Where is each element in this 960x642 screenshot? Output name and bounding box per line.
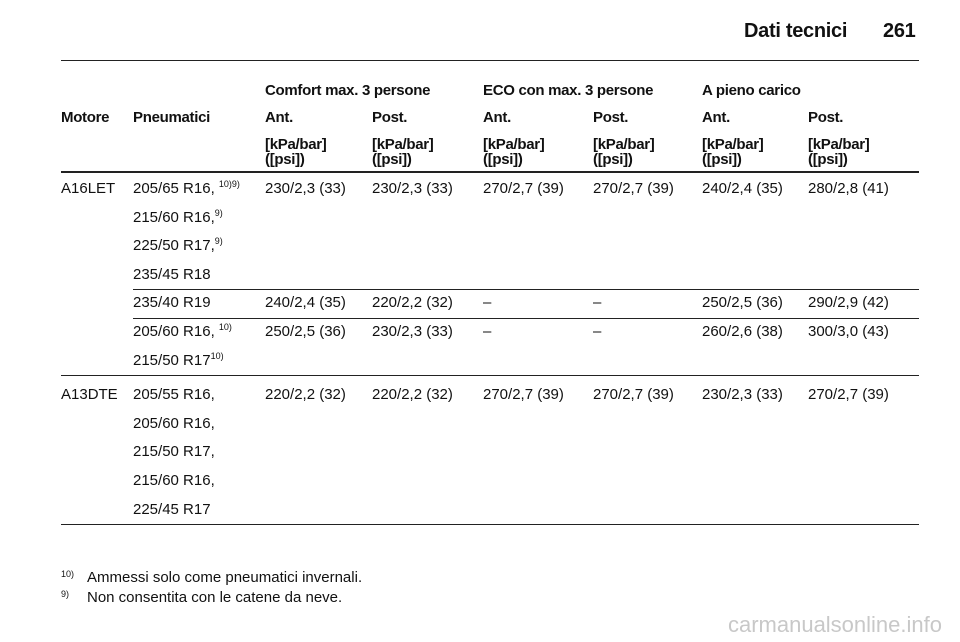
footnote-ref: 9) <box>214 236 223 247</box>
row-rule <box>61 375 919 377</box>
pressure-value: 230/2,3 (33) <box>372 180 453 197</box>
row-rule <box>61 524 919 526</box>
footnote-ref: 10) <box>218 322 232 332</box>
tire-size: 225/45 R17 <box>133 501 211 519</box>
footnote-text: Ammessi solo come pneumatici invernali. <box>87 569 363 586</box>
footnote-ref: 9) <box>214 207 223 218</box>
unit-label: ([psi]) <box>808 151 848 168</box>
engine: A16LET <box>61 180 116 197</box>
footnote-ref: 10) <box>210 350 224 361</box>
tire-text: 225/45 R17 <box>133 500 211 518</box>
unit-label: [kPa/bar] <box>372 136 434 153</box>
tire-size: 205/55 R16, <box>133 386 215 404</box>
unit-label: ([psi]) <box>593 151 633 168</box>
pressure-value: 240/2,4 (35) <box>265 294 346 312</box>
column-header: Ant. <box>702 109 730 126</box>
unit-label: ([psi]) <box>372 151 412 168</box>
pressure-value: 270/2,7 (39) <box>483 180 564 197</box>
tire-text: 235/45 R18 <box>133 265 211 283</box>
pressure-value: – <box>593 294 602 312</box>
unit-label: [kPa/bar] <box>265 136 327 153</box>
header-rule-thick <box>61 171 919 173</box>
column-header: Post. <box>808 109 844 126</box>
tire-size: 205/60 R16, 10) <box>133 323 232 341</box>
watermark: carmanualsonline.info <box>727 612 942 637</box>
footnote-text: Non consentita con le catene da neve. <box>87 589 343 606</box>
row-rule <box>133 289 919 291</box>
column-header: Motore <box>61 109 110 126</box>
pressure-value: 290/2,9 (42) <box>808 294 889 312</box>
pressure-value: 230/2,3 (33) <box>265 180 346 197</box>
tire-text: 215/60 R16, <box>133 472 215 489</box>
tire-text: 215/60 R16, <box>133 208 215 226</box>
pressure-value: 220/2,2 (32) <box>372 386 453 404</box>
group-header: ECO con max. 3 persone <box>483 82 654 99</box>
tire-size: 205/65 R16, 10)9) <box>133 180 240 198</box>
tire-size: 215/50 R1710) <box>133 350 224 370</box>
pressure-value: – <box>483 323 492 340</box>
column-header: Post. <box>372 109 408 126</box>
pressure-value: 270/2,7 (39) <box>808 386 889 404</box>
tire-size: 205/60 R16, <box>133 415 215 433</box>
column-header: Post. <box>593 109 629 126</box>
tire-size: 235/40 R19 <box>133 294 211 312</box>
unit-label: ([psi]) <box>702 151 742 168</box>
pressure-value: 220/2,2 (32) <box>265 386 346 404</box>
tire-text: 205/65 R16, <box>133 180 219 197</box>
pressure-value: 260/2,6 (38) <box>702 323 783 340</box>
pressure-value: 230/2,3 (33) <box>372 323 453 340</box>
engine: A13DTE <box>61 386 118 404</box>
unit-label: [kPa/bar] <box>702 136 764 153</box>
tire-size: 225/50 R17,9) <box>133 237 223 255</box>
unit-label: [kPa/bar] <box>808 136 870 153</box>
group-header: Comfort max. 3 persone <box>265 82 431 99</box>
column-header: Pneumatici <box>133 109 211 126</box>
pressure-value: – <box>483 294 492 312</box>
column-header: Ant. <box>265 109 293 126</box>
pressure-value: 240/2,4 (35) <box>702 180 783 197</box>
tire-size: 235/45 R18 <box>133 266 211 284</box>
tire-size: 215/60 R16,9) <box>133 207 223 227</box>
pressure-value: 270/2,7 (39) <box>593 180 674 197</box>
pressure-value: 250/2,5 (36) <box>702 294 783 312</box>
pressure-value: – <box>593 323 602 340</box>
pressure-value: 280/2,8 (41) <box>808 180 889 197</box>
row-rule <box>133 318 919 319</box>
column-header: Ant. <box>483 109 511 126</box>
footnote: 9) Non consentita con le catene da neve. <box>61 589 343 606</box>
group-header: A pieno carico <box>702 82 801 99</box>
header-rule <box>61 60 919 61</box>
footnote-ref: 10)9) <box>218 179 240 189</box>
tire-text: 205/55 R16, <box>133 386 215 404</box>
tire-size: 215/50 R17, <box>133 443 215 461</box>
page-number: 261 <box>883 20 916 42</box>
unit-label: ([psi]) <box>483 151 523 168</box>
tire-text: 235/40 R19 <box>133 294 211 312</box>
tire-text: 225/50 R17, <box>133 237 215 255</box>
tire-text: 215/50 R17, <box>133 443 215 461</box>
pressure-value: 270/2,7 (39) <box>483 386 564 404</box>
unit-label: [kPa/bar] <box>483 136 545 153</box>
page-title: Dati tecnici <box>744 20 848 42</box>
pressure-value: 230/2,3 (33) <box>702 386 783 404</box>
footnote: 10) Ammessi solo come pneumatici invernal… <box>61 569 363 586</box>
pressure-value: 270/2,7 (39) <box>593 386 674 404</box>
pressure-value: 220/2,2 (32) <box>372 294 453 312</box>
tire-text: 215/50 R17 <box>133 351 211 369</box>
tire-text: 205/60 R16, <box>133 323 219 340</box>
tire-size: 215/60 R16, <box>133 472 215 490</box>
tire-text: 205/60 R16, <box>133 414 215 432</box>
unit-label: [kPa/bar] <box>593 136 655 153</box>
pressure-value: 250/2,5 (36) <box>265 323 346 340</box>
pressure-value: 300/3,0 (43) <box>808 323 889 340</box>
unit-label: ([psi]) <box>265 151 305 168</box>
